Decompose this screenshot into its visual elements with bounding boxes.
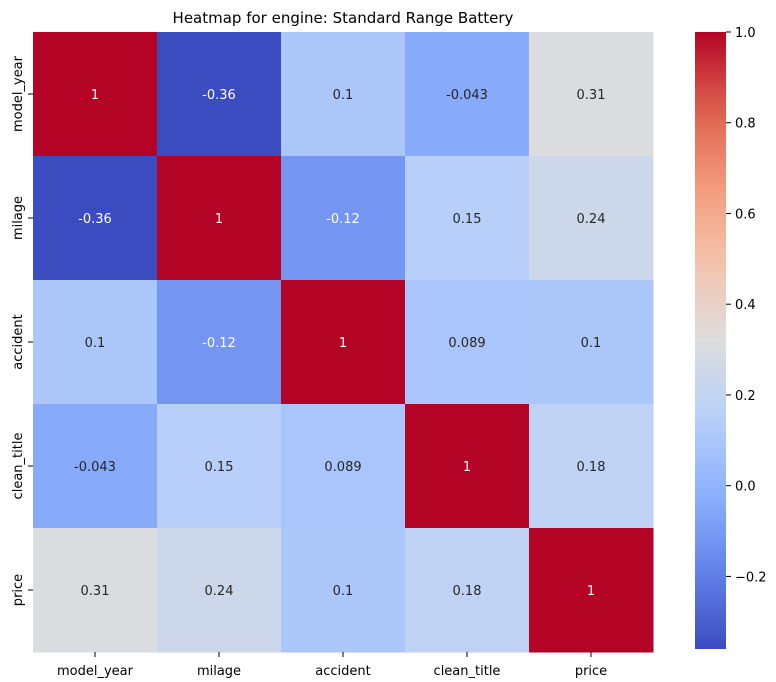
- cell-value-label: 0.089: [324, 460, 361, 475]
- cell-value-label: -0.12: [202, 336, 236, 351]
- cell-value-label: 0.18: [453, 584, 482, 599]
- colorbar-tick-label: 1.0: [735, 26, 756, 41]
- heatmap-cell: [33, 156, 158, 281]
- heatmap-cell: [281, 280, 406, 405]
- cell-value-label: 0.089: [448, 336, 485, 351]
- x-tick-label: price: [575, 664, 607, 679]
- heatmap-cell: [157, 32, 282, 157]
- cell-value-label: 1: [339, 336, 347, 351]
- cell-value-label: 0.24: [577, 212, 606, 227]
- colorbar-tick-label: 0.8: [735, 117, 756, 132]
- heatmap-cells: 1 -0.36 0.1 -0.043 0.31 -0.36 1 -0.12 0.15 0.24 0.…: [33, 32, 654, 653]
- y-tick-label: price: [11, 574, 26, 606]
- heatmap-cell: [157, 404, 282, 529]
- heatmap-cell: [405, 156, 530, 281]
- cell-value-label: 0.1: [85, 336, 106, 351]
- cell-value-label: 0.1: [581, 336, 602, 351]
- colorbar: 1.0 0.8 0.6 0.4 0.2 0.0 −0.2: [695, 26, 767, 649]
- cell-value-label: 0.31: [577, 88, 606, 103]
- heatmap-cell: [33, 32, 158, 157]
- colorbar-tick-label: 0.0: [735, 480, 756, 495]
- cell-value-label: 0.15: [453, 212, 482, 227]
- heatmap-cell: [281, 156, 406, 281]
- heatmap-cell: [157, 528, 282, 653]
- cell-value-label: 1: [215, 212, 223, 227]
- x-axis: model_year milage accident clean_title price: [57, 652, 607, 679]
- cell-value-label: 0.24: [205, 584, 234, 599]
- heatmap-cell: [405, 404, 530, 529]
- heatmap-cell: [529, 528, 654, 653]
- cell-value-label: 1: [463, 460, 471, 475]
- cell-value-label: -0.12: [326, 212, 360, 227]
- colorbar-tick-label: 0.2: [735, 389, 756, 404]
- heatmap-cell: [405, 528, 530, 653]
- cell-value-label: 0.31: [81, 584, 110, 599]
- y-tick-label: clean_title: [11, 433, 26, 500]
- cell-value-label: 0.15: [205, 460, 234, 475]
- y-tick-label: accident: [11, 314, 26, 369]
- cell-value-label: -0.043: [74, 460, 116, 475]
- y-tick-label: milage: [11, 196, 26, 240]
- x-tick-label: milage: [197, 664, 241, 679]
- cell-value-label: -0.36: [202, 88, 236, 103]
- cell-value-label: 1: [587, 584, 595, 599]
- cell-value-label: 0.1: [333, 88, 354, 103]
- heatmap-cell: [281, 528, 406, 653]
- x-tick-label: clean_title: [434, 664, 501, 679]
- cell-value-label: -0.36: [78, 212, 112, 227]
- heatmap-cell: [405, 32, 530, 157]
- heatmap-cell: [529, 404, 654, 529]
- heatmap-cell: [529, 32, 654, 157]
- chart-title: Heatmap for engine: Standard Range Batte…: [173, 9, 514, 27]
- x-tick-label: model_year: [57, 664, 134, 679]
- colorbar-tick-label: 0.6: [735, 207, 756, 222]
- cell-value-label: 0.1: [333, 584, 354, 599]
- heatmap-cell: [281, 404, 406, 529]
- heatmap-cell: [157, 280, 282, 405]
- heatmap-cell: [33, 528, 158, 653]
- heatmap-cell: [529, 156, 654, 281]
- x-tick-label: accident: [315, 664, 370, 679]
- cell-value-label: 1: [91, 88, 99, 103]
- cell-value-label: 0.18: [577, 460, 606, 475]
- heatmap-cell: [33, 280, 158, 405]
- cell-value-label: -0.043: [446, 88, 488, 103]
- heatmap-cell: [281, 32, 406, 157]
- y-tick-label: model_year: [11, 55, 26, 132]
- colorbar-tick-label: −0.2: [735, 570, 767, 585]
- heatmap-cell: [405, 280, 530, 405]
- colorbar-gradient: [695, 32, 726, 649]
- colorbar-tick-label: 0.4: [735, 298, 756, 313]
- heatmap-cell: [529, 280, 654, 405]
- heatmap-cell: [157, 156, 282, 281]
- heatmap-cell: [33, 404, 158, 529]
